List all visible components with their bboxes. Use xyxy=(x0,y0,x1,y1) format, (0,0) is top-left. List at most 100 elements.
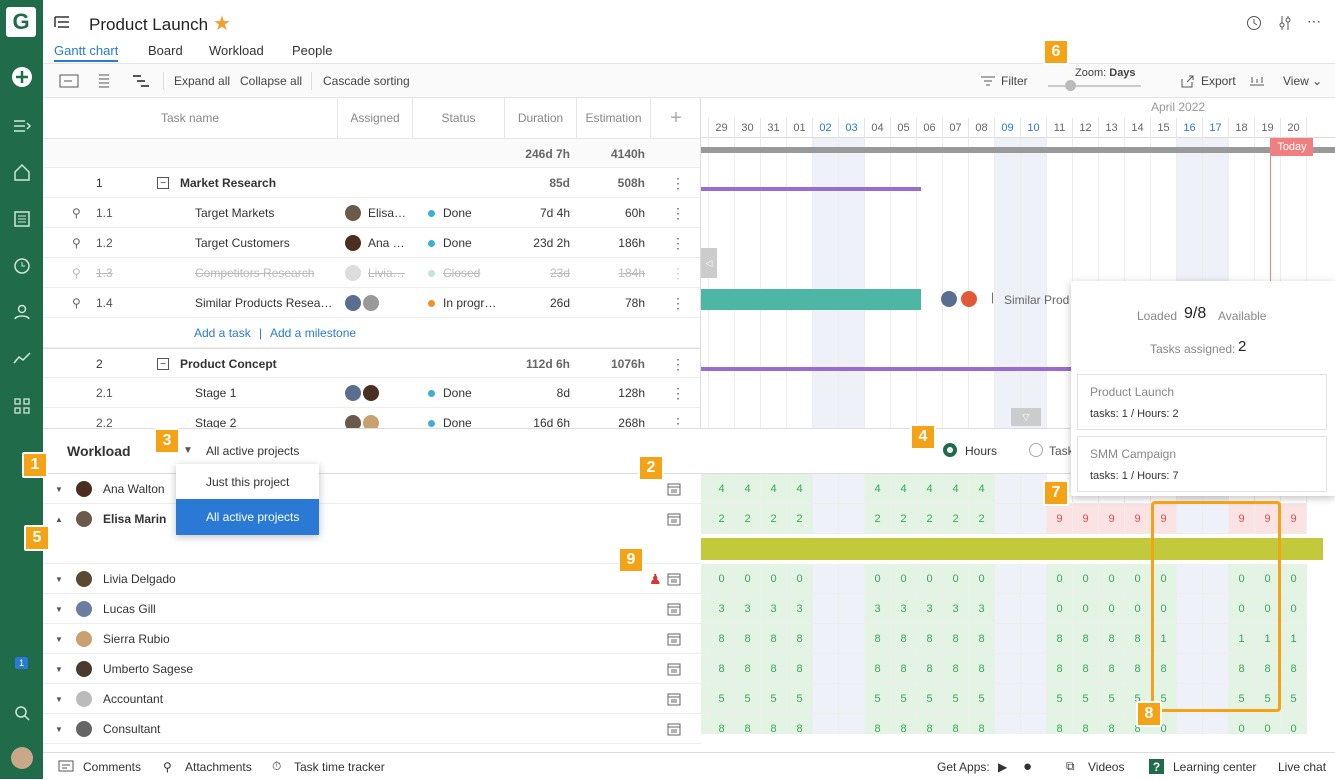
option-all-active-projects[interactable]: All active projects xyxy=(176,499,319,535)
filter-button[interactable]: Filter xyxy=(1001,74,1028,88)
workload-cell[interactable]: 8 xyxy=(917,714,943,734)
workload-cell[interactable]: 4 xyxy=(943,474,969,504)
workload-cell[interactable]: 4 xyxy=(701,474,709,504)
workload-cell[interactable]: 8 xyxy=(1229,654,1255,684)
workload-cell[interactable]: 2 xyxy=(891,504,917,534)
workload-person-row[interactable]: ▼ Consultant xyxy=(43,714,701,744)
workload-cell[interactable]: 8 xyxy=(761,624,787,654)
workload-cell[interactable]: 4 xyxy=(735,474,761,504)
workload-cell[interactable]: 8 xyxy=(761,714,787,734)
workload-cell[interactable]: 9 xyxy=(1281,504,1307,534)
workload-cell[interactable] xyxy=(1177,624,1203,654)
calendar-icon[interactable] xyxy=(667,504,681,534)
workload-cell[interactable]: 2 xyxy=(943,504,969,534)
workload-cell[interactable]: 0 xyxy=(1125,564,1151,594)
workload-cell[interactable]: 8 xyxy=(1099,624,1125,654)
workload-cell[interactable] xyxy=(813,654,839,684)
workload-cell[interactable]: 8 xyxy=(1255,654,1281,684)
chevron-down-icon[interactable]: ▼ xyxy=(55,724,63,734)
workload-cell[interactable]: 0 xyxy=(1125,594,1151,624)
workload-cell[interactable] xyxy=(839,654,865,684)
workload-cell[interactable]: 0 xyxy=(1255,714,1281,734)
workload-cell[interactable] xyxy=(839,714,865,734)
workload-cell[interactable] xyxy=(995,654,1021,684)
attachments-icon[interactable]: ⚲ xyxy=(163,759,172,774)
workload-cell[interactable]: 8 xyxy=(709,654,735,684)
workload-cell[interactable]: 8 xyxy=(787,624,813,654)
workload-cell[interactable]: 9 xyxy=(1255,504,1281,534)
workload-cell[interactable] xyxy=(995,564,1021,594)
workload-cell[interactable]: 8 xyxy=(917,624,943,654)
workload-cell[interactable]: 8 xyxy=(701,624,709,654)
row-menu-icon[interactable]: ⋮ xyxy=(671,264,685,281)
workload-cell[interactable]: 3 xyxy=(917,594,943,624)
workload-cell[interactable] xyxy=(995,684,1021,714)
task-row-group[interactable]: 2 − Product Concept 112d 6h 1076h ⋮ xyxy=(43,348,700,378)
workload-cell[interactable]: 0 xyxy=(1047,594,1073,624)
workload-cell[interactable]: 9 xyxy=(1125,504,1151,534)
tab-workload[interactable]: Workload xyxy=(209,43,264,58)
workload-cell[interactable]: 0 xyxy=(891,564,917,594)
task-name[interactable]: Market Research xyxy=(180,176,277,190)
workload-cell[interactable]: 5 xyxy=(917,684,943,714)
workload-cell[interactable]: 0 xyxy=(787,564,813,594)
chevron-down-icon[interactable]: ▼ xyxy=(55,634,63,644)
workload-cell[interactable]: 9 xyxy=(1047,504,1073,534)
workload-cell[interactable]: 2 xyxy=(787,504,813,534)
workload-cell[interactable]: 8 xyxy=(735,624,761,654)
workload-cell[interactable] xyxy=(813,684,839,714)
workload-cell[interactable] xyxy=(1203,504,1229,534)
workload-cell[interactable]: 8 xyxy=(865,714,891,734)
search-icon[interactable] xyxy=(0,700,43,726)
workload-cell[interactable]: 0 xyxy=(1099,594,1125,624)
workload-cell[interactable]: 8 xyxy=(1281,654,1307,684)
attachments-button[interactable]: Attachments xyxy=(185,759,252,774)
workload-cell[interactable]: 0 xyxy=(1281,714,1307,734)
workload-cell[interactable]: 3 xyxy=(735,594,761,624)
workload-cell[interactable] xyxy=(1177,594,1203,624)
row-menu-icon[interactable]: ⋮ xyxy=(671,294,685,311)
workload-cell[interactable]: 5 xyxy=(943,684,969,714)
workload-cell[interactable] xyxy=(995,714,1021,734)
attachment-icon[interactable]: ⚲ xyxy=(72,296,81,310)
workload-cell[interactable]: 5 xyxy=(865,684,891,714)
workload-task-bar[interactable] xyxy=(701,538,1323,560)
workload-cell[interactable] xyxy=(813,474,839,504)
comments-button[interactable]: Comments xyxy=(83,759,142,774)
attachment-icon[interactable]: ⚲ xyxy=(72,266,81,280)
workload-cell[interactable]: 8 xyxy=(1125,654,1151,684)
task-row[interactable]: ⚲ 1.1 Target Markets Elisa… Done 7d 4h 6… xyxy=(43,198,700,228)
option-just-this-project[interactable]: Just this project xyxy=(206,474,290,489)
collapse-icon[interactable]: − xyxy=(157,358,169,370)
attachment-icon[interactable]: ⚲ xyxy=(72,236,81,250)
workload-cell[interactable]: 8 xyxy=(761,654,787,684)
expand-all-button[interactable]: Expand all xyxy=(174,74,231,88)
col-task-name[interactable]: Task name xyxy=(43,98,338,138)
apple-icon[interactable]: ● xyxy=(1023,758,1033,775)
row-menu-icon[interactable]: ⋮ xyxy=(671,414,685,429)
workload-person-row[interactable]: ▼ Lucas Gill xyxy=(43,594,701,624)
workload-cell[interactable]: 8 xyxy=(1073,654,1099,684)
hours-radio[interactable] xyxy=(943,443,957,457)
workload-scope-select[interactable]: All active projects xyxy=(206,444,300,458)
col-assigned[interactable]: Assigned xyxy=(338,98,413,138)
group-bar-market-research[interactable] xyxy=(701,187,921,191)
task-name[interactable]: Competitors Research xyxy=(195,266,315,280)
workload-cell[interactable]: 8 xyxy=(917,654,943,684)
workload-cell[interactable]: 0 xyxy=(735,564,761,594)
workload-cell[interactable] xyxy=(1177,564,1203,594)
task-name[interactable]: Stage 2 xyxy=(195,416,237,428)
workload-cell[interactable]: 0 xyxy=(917,564,943,594)
task-name[interactable]: Similar Products Resea… xyxy=(195,296,333,310)
workload-cell[interactable] xyxy=(1021,684,1047,714)
task-row[interactable]: ⚲ 1.2 Target Customers Ana … Done 23d 2h… xyxy=(43,228,700,258)
workload-cell[interactable]: 1 xyxy=(1229,624,1255,654)
workload-cell[interactable]: 8 xyxy=(735,654,761,684)
workload-cell[interactable]: 3 xyxy=(787,594,813,624)
workload-cell[interactable]: 0 xyxy=(1099,564,1125,594)
workload-cell[interactable]: 8 xyxy=(1047,654,1073,684)
workload-cell[interactable]: 8 xyxy=(943,714,969,734)
chevron-down-icon[interactable]: ▼ xyxy=(183,445,193,456)
workload-cell[interactable]: 0 xyxy=(1073,594,1099,624)
workload-cell[interactable]: 2 xyxy=(761,504,787,534)
